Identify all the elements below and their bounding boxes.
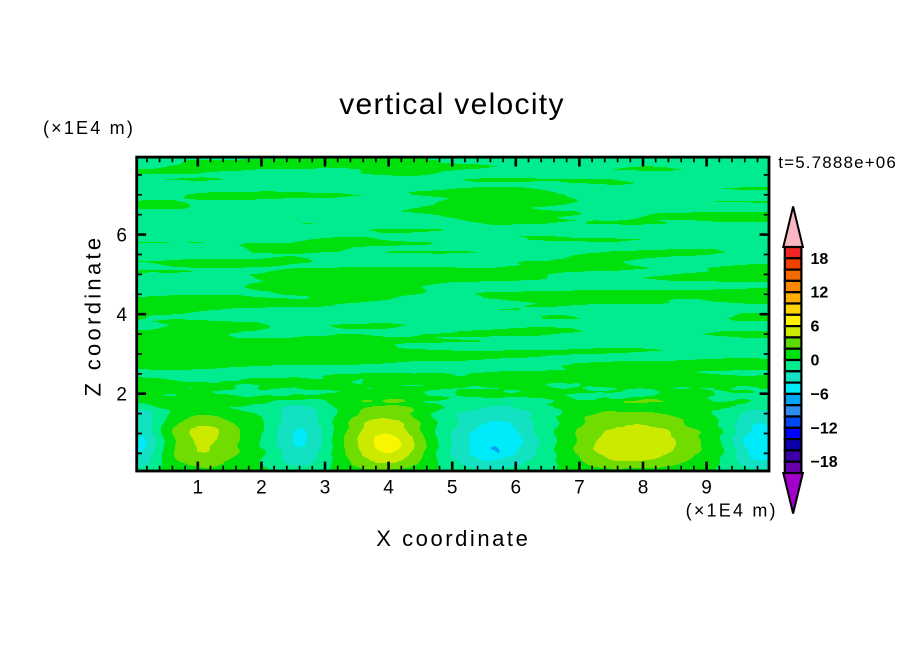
svg-text:12: 12: [811, 285, 829, 302]
svg-text:−6: −6: [811, 386, 829, 403]
svg-text:7: 7: [574, 478, 585, 499]
svg-text:t=5.7888e+06: t=5.7888e+06: [778, 153, 897, 172]
svg-text:(×1E4 m): (×1E4 m): [686, 501, 778, 521]
svg-text:6: 6: [811, 319, 820, 336]
svg-text:6: 6: [116, 225, 127, 246]
svg-text:vertical velocity: vertical velocity: [339, 88, 565, 121]
svg-text:X coordinate: X coordinate: [376, 526, 530, 551]
svg-text:4: 4: [383, 478, 394, 499]
svg-text:5: 5: [447, 478, 458, 499]
svg-text:2: 2: [116, 384, 127, 405]
svg-text:3: 3: [320, 478, 331, 499]
svg-text:4: 4: [116, 305, 127, 326]
svg-text:1: 1: [193, 478, 204, 499]
svg-text:6: 6: [511, 478, 522, 499]
svg-text:8: 8: [638, 478, 649, 499]
svg-text:−12: −12: [811, 420, 838, 437]
svg-text:18: 18: [811, 251, 829, 268]
svg-text:(×1E4 m): (×1E4 m): [43, 118, 135, 138]
svg-text:−18: −18: [811, 454, 838, 471]
svg-text:2: 2: [256, 478, 267, 499]
svg-text:9: 9: [701, 478, 712, 499]
svg-text:Z coordinate: Z coordinate: [81, 235, 106, 397]
svg-text:0: 0: [811, 353, 820, 370]
